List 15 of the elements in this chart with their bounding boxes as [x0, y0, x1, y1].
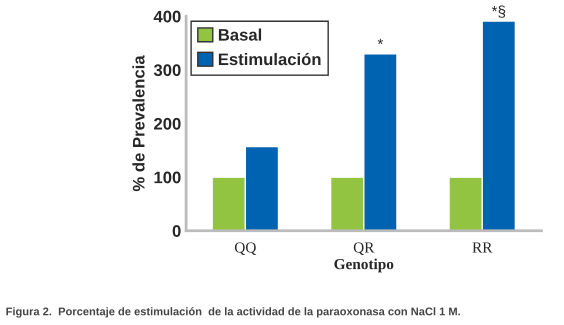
- legend-label: Basal: [218, 28, 262, 41]
- x-tick-label: RR: [472, 242, 492, 252]
- legend-label: Estimulación: [218, 52, 320, 66]
- x-tick-label: QQ: [234, 242, 256, 255]
- y-tick-label: 400: [154, 10, 181, 22]
- y-tick-label: 0: [172, 225, 181, 237]
- text: Figura 2. Porcentaje de estimulación de la actividad de la paraoxonasa con NaCl 1 M.: [6, 307, 460, 318]
- y-tick-label: 200: [154, 118, 181, 130]
- x-axis-title: Genotipo: [334, 258, 394, 272]
- y-tick-label: 100: [154, 172, 181, 184]
- x-tick-label: QR: [354, 242, 374, 255]
- annotation: *: [378, 38, 384, 44]
- y-axis-title: % de Prevalencia: [132, 55, 145, 192]
- annotation: *§: [492, 5, 506, 18]
- y-tick-label: 300: [154, 64, 181, 76]
